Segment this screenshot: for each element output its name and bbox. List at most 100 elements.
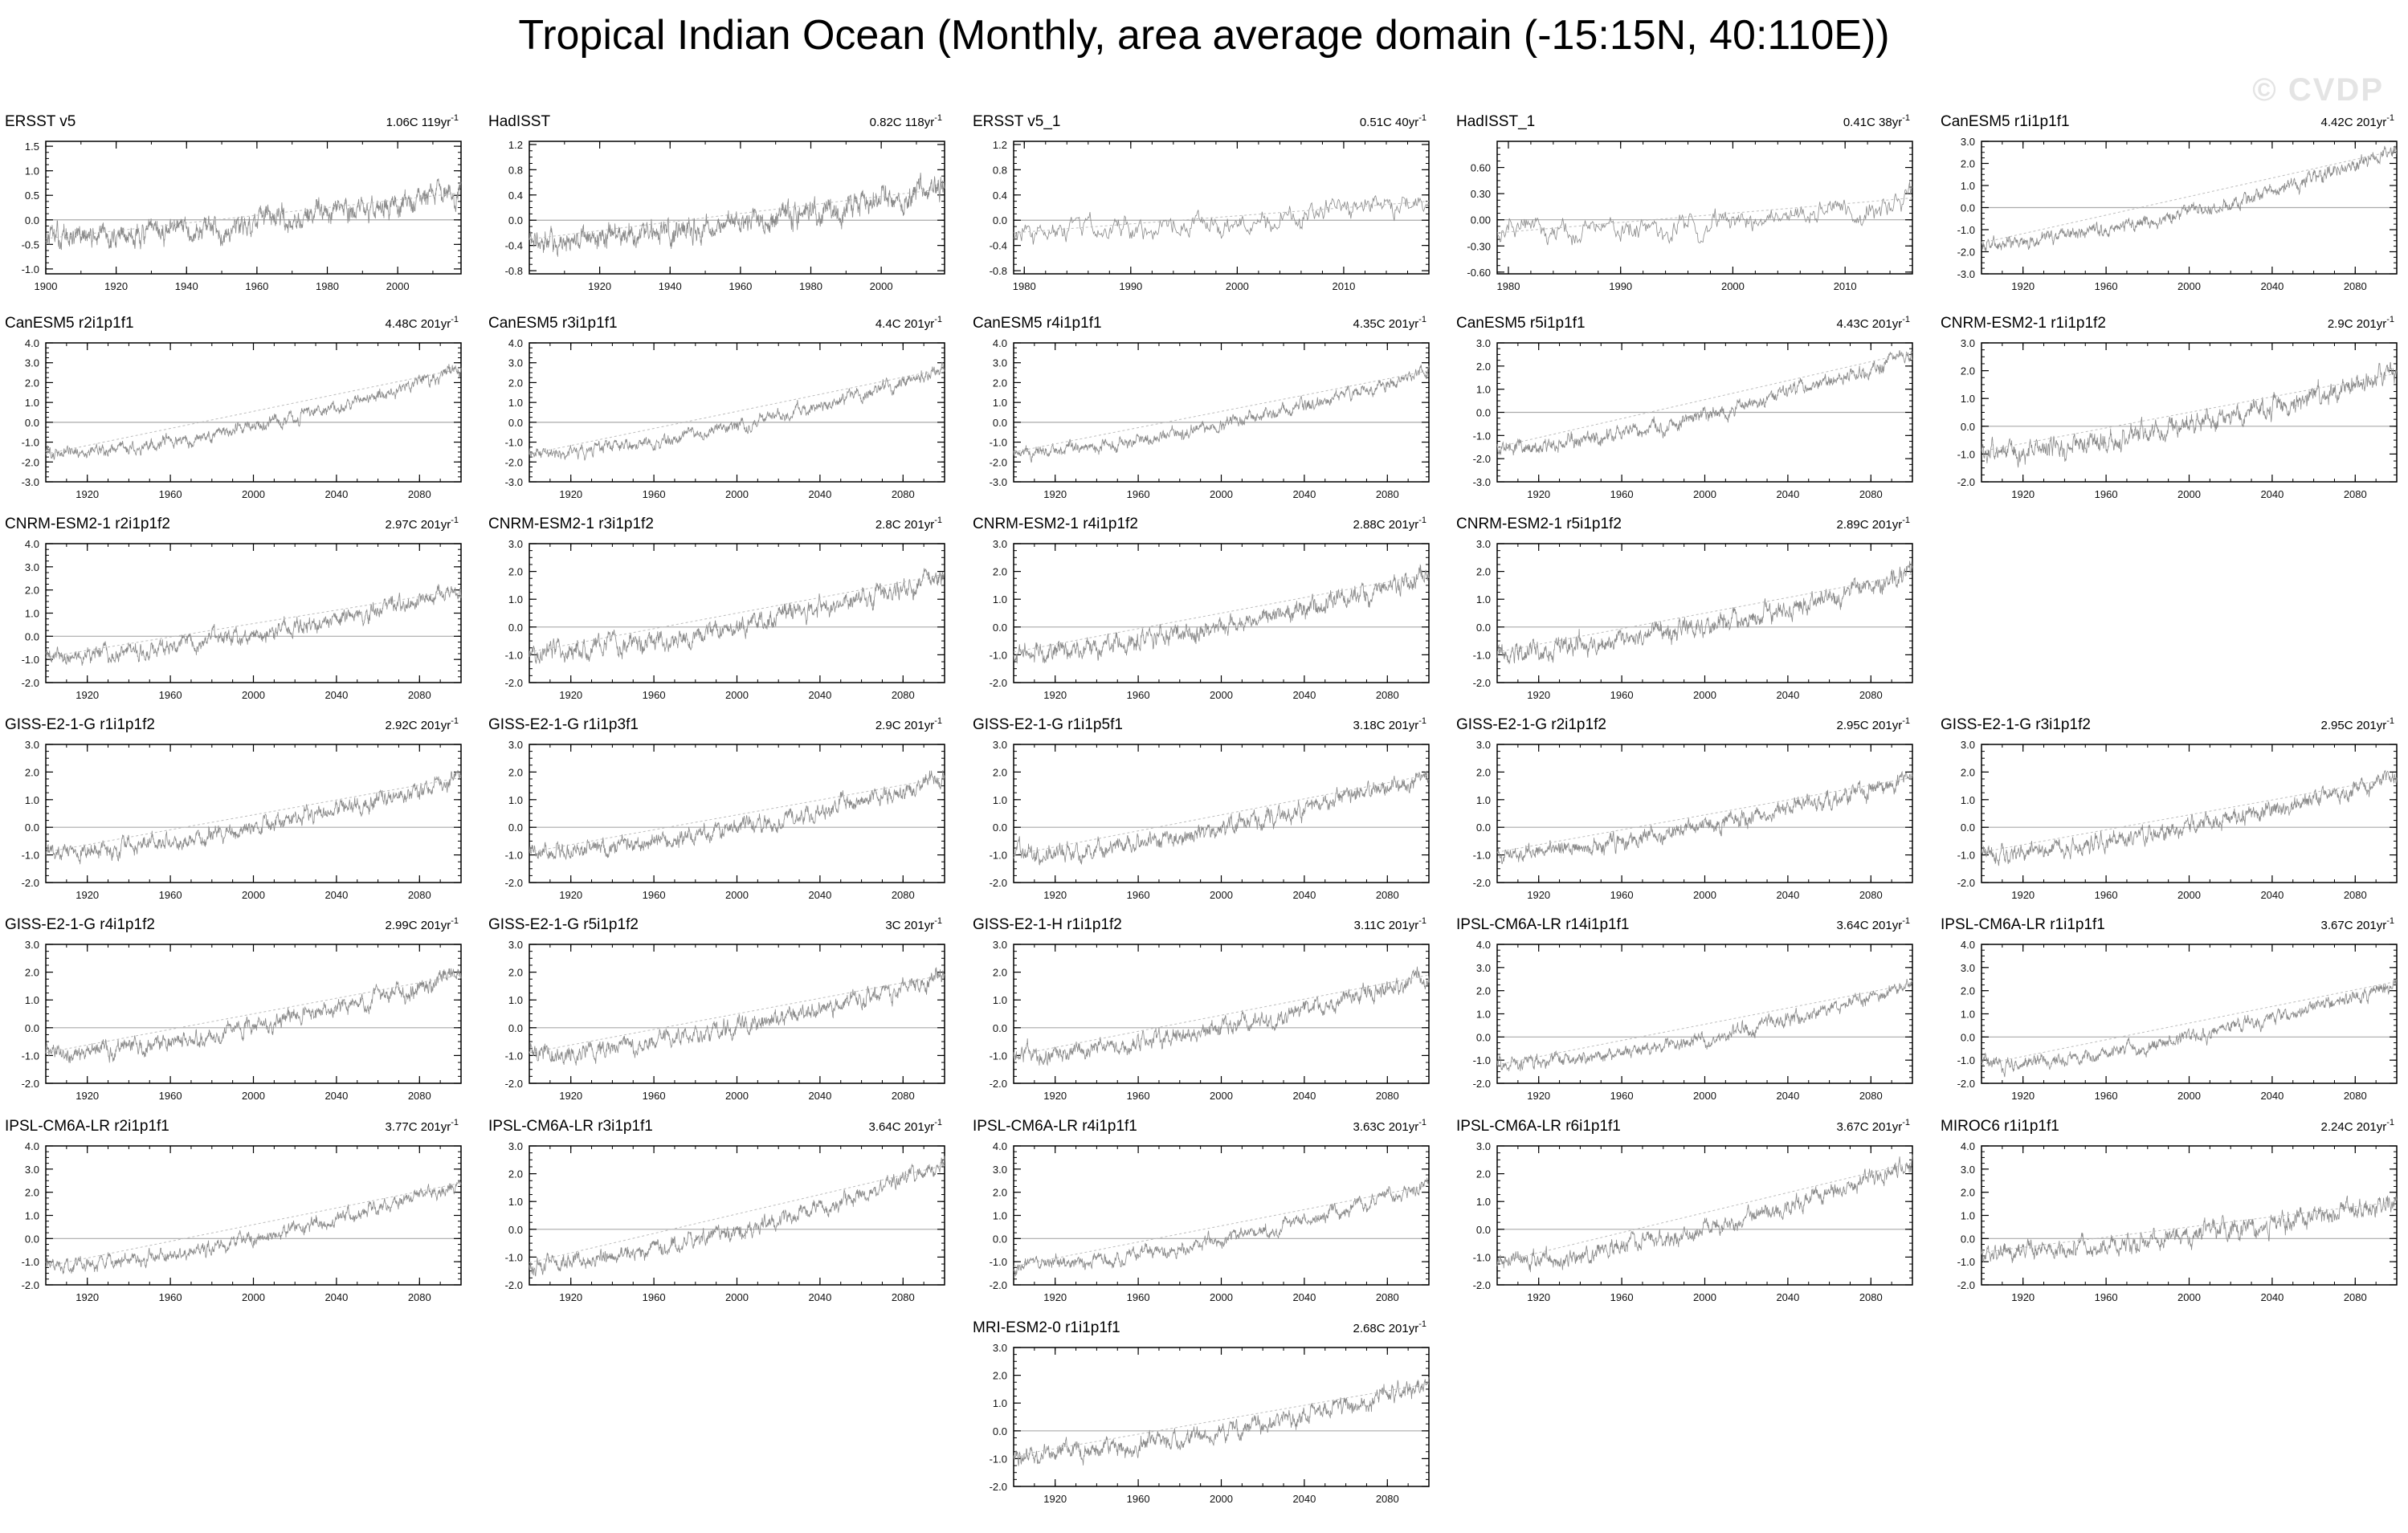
series-line <box>1496 349 1913 455</box>
panel-frame <box>1496 944 1913 1084</box>
panel-frame <box>1981 342 2398 483</box>
x-tick-label: 2040 <box>1292 689 1316 701</box>
y-tick-label: 2.0 <box>1476 361 1491 373</box>
x-tick-label: 1960 <box>1127 1090 1150 1102</box>
panel-trend-label: 0.41C 38yr-1 <box>1843 113 1910 129</box>
x-tick-label: 2040 <box>1776 689 1799 701</box>
panel-trend-label: 2.92C 201yr-1 <box>386 716 459 732</box>
x-tick-label: 2080 <box>1376 1291 1399 1303</box>
y-tick-label: 2.0 <box>25 967 39 979</box>
panel-frame <box>45 944 462 1084</box>
x-tick-label: 2080 <box>408 689 431 701</box>
y-tick-label: -1.0 <box>990 1050 1007 1062</box>
x-tick-label: 2000 <box>1693 889 1716 901</box>
x-tick-label: 2040 <box>2260 1090 2284 1102</box>
x-tick-label: 2040 <box>1776 1090 1799 1102</box>
y-tick-label: -0.4 <box>505 240 523 252</box>
y-tick-label: 4.0 <box>25 1140 39 1152</box>
panel-3: ERSST v5_1 0.51C 40yr-1 1980 1990 2000 2010 -0… <box>973 113 1430 292</box>
series-line <box>45 769 462 865</box>
trend-line <box>1496 198 1913 234</box>
y-tick-label: 1.0 <box>1961 393 1975 405</box>
series-line <box>529 172 945 257</box>
y-tick-label: 1.0 <box>25 165 39 177</box>
y-tick-label: 4.0 <box>1961 1140 1975 1152</box>
y-tick-label: 0.0 <box>1476 622 1491 634</box>
panel-6: CanESM5 r2i1p1f1 4.48C 201yr-1 1920 1960 200… <box>5 315 462 500</box>
y-tick-label: -2.0 <box>990 456 1007 468</box>
panel-30: MIROC6 r1i1p1f1 2.24C 201yr-1 1920 1960 2000… <box>1941 1118 2398 1303</box>
x-tick-label: 1960 <box>2095 1291 2118 1303</box>
x-tick-label: 2000 <box>1210 689 1233 701</box>
trend-line <box>1981 149 2398 243</box>
x-tick-label: 1960 <box>1127 488 1150 500</box>
y-tick-label: 2.0 <box>1476 766 1491 778</box>
x-tick-label: 1920 <box>1043 689 1067 701</box>
panel-frame <box>529 342 945 483</box>
x-tick-label: 2080 <box>408 1291 431 1303</box>
x-tick-label: 2040 <box>1776 1291 1799 1303</box>
y-tick-label: -1.0 <box>1473 850 1491 862</box>
trend-line <box>1013 370 1430 453</box>
y-tick-label: 2.0 <box>993 377 1007 389</box>
x-tick-label: 2000 <box>725 488 749 500</box>
y-tick-label: 3.0 <box>508 538 523 550</box>
series-line <box>1981 1195 2398 1263</box>
y-tick-label: 1.0 <box>1476 593 1491 605</box>
x-tick-label: 1980 <box>316 280 339 292</box>
x-tick-label: 2000 <box>870 280 893 292</box>
x-tick-label: 1920 <box>76 689 99 701</box>
x-tick-label: 1920 <box>2011 488 2035 500</box>
panel-trend-label: 4.43C 201yr-1 <box>1837 315 1911 331</box>
y-tick-label: 2.0 <box>25 585 39 597</box>
y-tick-label: 1.0 <box>1961 794 1975 806</box>
trend-line <box>45 589 462 658</box>
y-tick-label: 3.0 <box>993 538 1007 550</box>
y-tick-label: 0.0 <box>25 822 39 834</box>
x-tick-label: 2000 <box>1210 889 1233 901</box>
y-tick-label: -1.0 <box>505 850 523 862</box>
y-tick-label: 2.0 <box>993 766 1007 778</box>
series-line <box>1013 1376 1430 1466</box>
y-tick-label: 4.0 <box>1476 939 1491 951</box>
trend-line <box>529 1164 945 1263</box>
panel-trend-label: 2.8C 201yr-1 <box>875 516 942 532</box>
trend-line <box>529 777 945 853</box>
y-tick-label: 3.0 <box>1476 739 1491 751</box>
panel-frame <box>1981 744 2398 883</box>
x-tick-label: 1920 <box>1043 889 1067 901</box>
x-tick-label: 2000 <box>1210 488 1233 500</box>
x-tick-label: 1960 <box>159 1291 182 1303</box>
y-tick-label: 1.0 <box>508 397 523 409</box>
trend-line <box>1496 983 1913 1066</box>
y-tick-label: 0.0 <box>993 214 1007 226</box>
x-tick-label: 2000 <box>1693 1291 1716 1303</box>
x-tick-label: 2080 <box>1376 889 1399 901</box>
y-tick-label: -1.0 <box>1957 1256 1975 1268</box>
y-tick-label: -1.0 <box>1957 224 1975 236</box>
panel-title: ERSST v5 <box>5 113 76 130</box>
trend-line <box>1981 981 2398 1066</box>
panel-19: GISS-E2-1-G r2i1p1f2 2.95C 201yr-1 1920 196… <box>1456 716 1913 901</box>
y-tick-label: 0.0 <box>508 1224 523 1236</box>
x-tick-label: 2040 <box>2260 280 2284 292</box>
series-line <box>1981 769 2398 866</box>
panel-frame <box>1013 744 1430 883</box>
y-tick-label: 1.0 <box>508 593 523 605</box>
x-tick-label: 2080 <box>1859 689 1883 701</box>
y-tick-label: 0.0 <box>1476 822 1491 834</box>
x-tick-label: 1960 <box>2095 889 2118 901</box>
y-tick-label: -1.0 <box>1473 1251 1491 1263</box>
panel-frame <box>1013 543 1430 683</box>
y-tick-label: 0.0 <box>1476 1224 1491 1236</box>
x-tick-label: 2040 <box>808 1291 831 1303</box>
y-tick-label: -0.8 <box>505 265 523 277</box>
y-tick-label: 3.0 <box>508 1140 523 1152</box>
trend-line <box>1496 1162 1913 1263</box>
series-line <box>529 1156 945 1277</box>
y-tick-label: 0.0 <box>1961 421 1975 433</box>
panel-trend-label: 3.67C 201yr-1 <box>1837 1118 1911 1134</box>
panel-title: GISS-E2-1-G r2i1p1f2 <box>1456 716 1606 733</box>
x-tick-label: 2080 <box>408 488 431 500</box>
page-title: Tropical Indian Ocean (Monthly, area ave… <box>518 12 1890 59</box>
